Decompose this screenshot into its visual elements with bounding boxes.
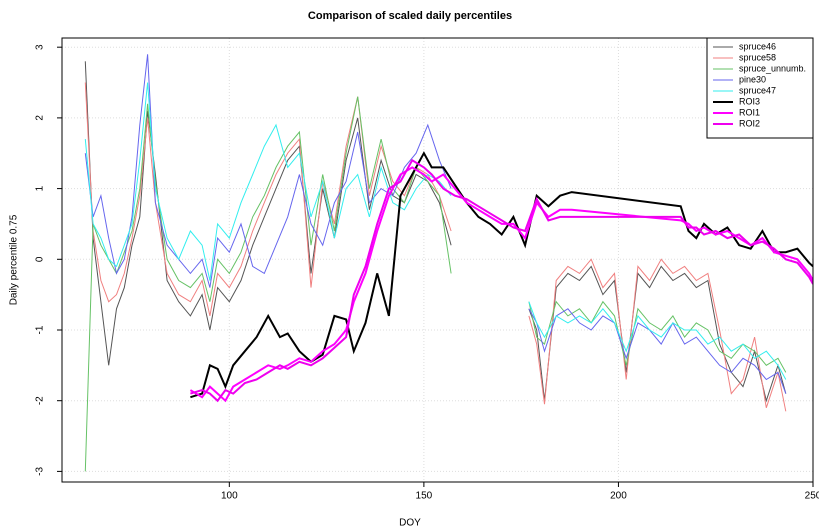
chart-title: Comparison of scaled daily percentiles xyxy=(308,10,512,22)
legend-box xyxy=(706,37,814,139)
x-tick-label: 100 xyxy=(221,491,238,502)
plot-frame xyxy=(61,37,814,483)
series-line xyxy=(84,54,787,394)
legend-label: ROI2 xyxy=(739,118,760,128)
x-tick-label: 200 xyxy=(610,491,627,502)
series-line xyxy=(84,61,787,403)
series-line xyxy=(84,82,787,412)
legend-label: spruce47 xyxy=(739,85,776,95)
series-line xyxy=(189,166,813,403)
x-axis-label: DOY xyxy=(399,518,421,529)
y-tick-label: -2 xyxy=(35,396,46,405)
legend-label: spruce58 xyxy=(739,52,776,62)
x-tick-label: 150 xyxy=(416,491,433,502)
y-axis-label: Daily percentile 0.75 xyxy=(9,214,20,305)
legend-label: spruce46 xyxy=(739,41,776,51)
y-tick-label: -1 xyxy=(35,325,46,334)
legend-label: spruce_unnumb. xyxy=(739,63,806,73)
legend-label: pine30 xyxy=(739,74,766,84)
series-line xyxy=(190,158,813,403)
legend-label: ROI1 xyxy=(739,107,760,117)
y-tick-label: 3 xyxy=(35,44,46,50)
legend-label: ROI3 xyxy=(739,96,760,106)
series-line xyxy=(84,96,787,472)
y-tick-label: 1 xyxy=(35,185,46,191)
x-tick-label: 250 xyxy=(805,491,819,502)
series-line xyxy=(84,82,787,380)
y-tick-label: -3 xyxy=(35,467,46,476)
y-tick-label: 0 xyxy=(35,256,46,262)
y-tick-label: 2 xyxy=(35,115,46,121)
series-line xyxy=(190,151,813,399)
